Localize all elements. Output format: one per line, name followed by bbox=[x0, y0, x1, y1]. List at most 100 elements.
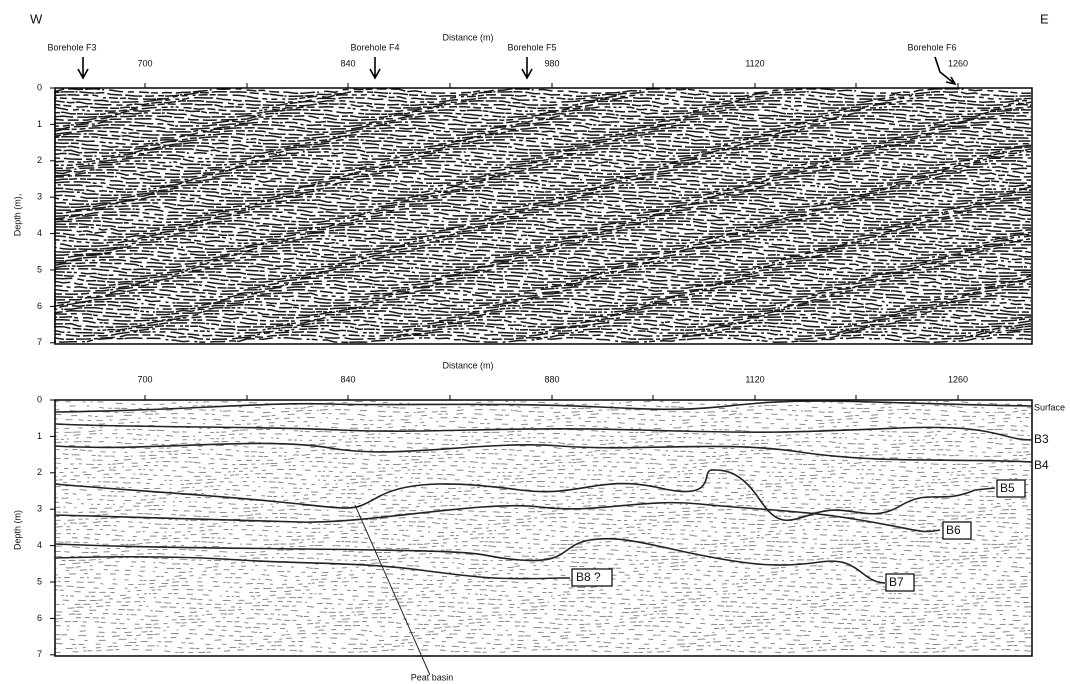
reflector bbox=[54, 283, 1032, 289]
reflector bbox=[54, 301, 1032, 308]
reflector bbox=[54, 496, 1032, 502]
reflector bbox=[54, 133, 1032, 139]
reflector bbox=[54, 524, 1032, 530]
reflector bbox=[54, 250, 1032, 256]
reflector bbox=[54, 184, 1032, 190]
y-tick-label: 7 bbox=[37, 649, 42, 659]
x-axis-title: Distance (m) bbox=[442, 32, 493, 42]
reflector bbox=[54, 141, 1032, 148]
y-tick-label: 0 bbox=[37, 394, 42, 404]
reflector bbox=[54, 444, 1032, 450]
reflector bbox=[54, 196, 1032, 202]
x-tick-label: 880 bbox=[544, 374, 559, 384]
reflector bbox=[54, 310, 1032, 316]
reflector bbox=[54, 616, 1031, 622]
reflector bbox=[54, 307, 1032, 313]
reflector bbox=[54, 103, 1032, 109]
reflector bbox=[54, 337, 1032, 343]
reflector bbox=[54, 151, 1031, 157]
reflector bbox=[54, 548, 1032, 554]
layer-line bbox=[54, 442, 1033, 463]
panel-frame bbox=[54, 399, 1033, 657]
reflector bbox=[54, 274, 1032, 280]
reflector bbox=[54, 528, 1032, 534]
y-tick-label: 5 bbox=[37, 264, 42, 274]
east-label: E bbox=[1040, 11, 1049, 26]
layer-line bbox=[54, 501, 941, 533]
reflector bbox=[54, 596, 1031, 602]
reflector bbox=[54, 592, 1032, 598]
reflector bbox=[54, 154, 1031, 160]
reflector bbox=[54, 516, 1032, 522]
y-tick-label: 6 bbox=[37, 301, 42, 311]
reflector bbox=[54, 580, 1032, 586]
reflector bbox=[54, 508, 1031, 514]
reflector bbox=[54, 292, 1032, 298]
reflector bbox=[54, 193, 1032, 199]
reflector bbox=[54, 504, 1032, 510]
reflector bbox=[54, 612, 1032, 618]
label-box bbox=[571, 568, 613, 587]
reflector bbox=[54, 568, 1032, 574]
reflector bbox=[54, 181, 1032, 187]
reflector bbox=[54, 106, 1032, 112]
reflector bbox=[54, 223, 1032, 229]
reflector bbox=[54, 172, 1032, 178]
borehole-label: Borehole F4 bbox=[350, 42, 399, 52]
reflector bbox=[54, 286, 1032, 292]
reflector bbox=[54, 115, 1032, 121]
reflector bbox=[54, 325, 1032, 331]
reflector bbox=[54, 112, 1031, 118]
reflector bbox=[54, 540, 1032, 546]
x-tick-label: 1120 bbox=[745, 58, 764, 68]
reflector bbox=[54, 556, 1032, 562]
reflector bbox=[54, 229, 1032, 235]
layer-label: Surface bbox=[1034, 402, 1065, 412]
reflector bbox=[54, 404, 1032, 410]
y-tick-label: 1 bbox=[37, 119, 42, 129]
borehole-label: Borehole F5 bbox=[507, 42, 556, 52]
reflector bbox=[54, 235, 1032, 241]
annotation: Peat basin bbox=[411, 672, 454, 682]
reflector bbox=[54, 256, 1032, 262]
reflector bbox=[54, 271, 1032, 277]
reflector bbox=[54, 608, 1032, 614]
reflector bbox=[54, 208, 1032, 214]
y-tick-label: 4 bbox=[37, 540, 42, 550]
reflector bbox=[54, 259, 1032, 265]
reflector bbox=[54, 322, 1032, 328]
reflector bbox=[54, 620, 1032, 626]
y-tick-label: 6 bbox=[37, 613, 42, 623]
layer-label: B6 bbox=[946, 523, 961, 537]
x-axis-title: Distance (m) bbox=[442, 360, 493, 370]
reflector bbox=[54, 118, 1032, 124]
reflector bbox=[54, 91, 1032, 97]
layer-label: B5 bbox=[1000, 481, 1015, 495]
reflector bbox=[54, 190, 1032, 196]
radargram-texture bbox=[54, 400, 1032, 654]
x-tick-label: 1260 bbox=[948, 58, 968, 68]
arrow bbox=[934, 56, 957, 86]
reflector bbox=[54, 544, 1032, 550]
reflector bbox=[54, 268, 1032, 274]
y-tick-label: 2 bbox=[37, 155, 42, 165]
reflector bbox=[54, 452, 1032, 458]
label-box bbox=[885, 573, 915, 592]
y-tick-label: 3 bbox=[37, 504, 42, 514]
reflector bbox=[54, 205, 1032, 211]
reflector bbox=[54, 313, 1032, 319]
reflector bbox=[54, 304, 1032, 310]
label-box bbox=[942, 521, 972, 540]
reflector bbox=[54, 436, 1031, 442]
reflector bbox=[54, 484, 1032, 490]
reflector bbox=[54, 536, 1032, 542]
arrow bbox=[521, 57, 533, 80]
reflector bbox=[54, 480, 1031, 486]
y-tick-label: 5 bbox=[37, 576, 42, 586]
x-tick-label: 980 bbox=[544, 58, 559, 68]
reflector bbox=[54, 460, 1032, 466]
layer-boundaries bbox=[54, 400, 1033, 676]
reflector bbox=[54, 232, 1032, 238]
y-tick-label: 7 bbox=[37, 337, 42, 347]
reflector bbox=[54, 277, 1032, 283]
